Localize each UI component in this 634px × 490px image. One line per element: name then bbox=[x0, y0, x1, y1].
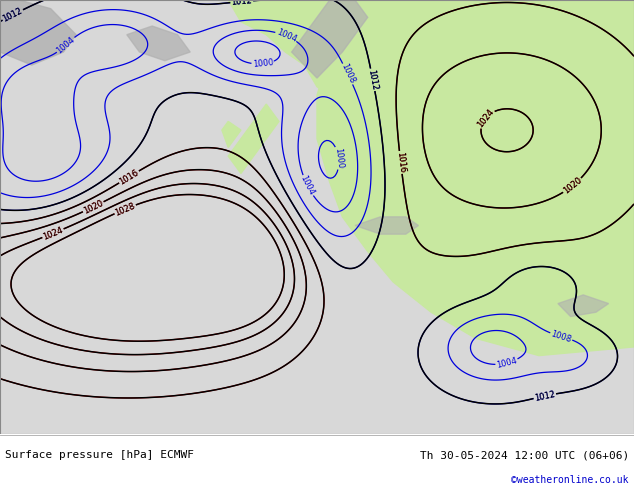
Text: 1024: 1024 bbox=[476, 107, 496, 129]
Polygon shape bbox=[292, 0, 368, 78]
Text: 1012: 1012 bbox=[366, 69, 379, 91]
Polygon shape bbox=[317, 0, 634, 356]
Text: 1016: 1016 bbox=[395, 151, 406, 173]
Text: 1024: 1024 bbox=[476, 107, 496, 129]
Text: 1004: 1004 bbox=[496, 356, 518, 370]
Polygon shape bbox=[355, 217, 418, 234]
Polygon shape bbox=[456, 0, 634, 44]
Polygon shape bbox=[228, 104, 279, 173]
Text: 1012: 1012 bbox=[231, 0, 252, 7]
Text: Th 30-05-2024 12:00 UTC (06+06): Th 30-05-2024 12:00 UTC (06+06) bbox=[420, 450, 629, 460]
Text: 1016: 1016 bbox=[118, 168, 140, 186]
Polygon shape bbox=[127, 26, 190, 61]
Text: 1008: 1008 bbox=[550, 329, 573, 344]
Polygon shape bbox=[558, 295, 609, 317]
Text: 1012: 1012 bbox=[534, 390, 556, 402]
Text: 1000: 1000 bbox=[333, 147, 344, 169]
Text: 1020: 1020 bbox=[82, 198, 105, 216]
Polygon shape bbox=[222, 122, 241, 147]
Text: 1028: 1028 bbox=[113, 201, 136, 218]
Text: 1012: 1012 bbox=[1, 6, 24, 24]
Polygon shape bbox=[228, 0, 634, 325]
Text: 1012: 1012 bbox=[1, 6, 24, 24]
Text: 1004: 1004 bbox=[55, 35, 77, 55]
Text: 1008: 1008 bbox=[339, 62, 356, 85]
Text: 1012: 1012 bbox=[231, 0, 252, 7]
Text: 1004: 1004 bbox=[275, 27, 298, 44]
Text: 1004: 1004 bbox=[299, 174, 316, 197]
Polygon shape bbox=[0, 0, 76, 65]
Text: ©weatheronline.co.uk: ©weatheronline.co.uk bbox=[512, 475, 629, 485]
Text: 1016: 1016 bbox=[118, 168, 140, 186]
Text: 1012: 1012 bbox=[534, 390, 556, 402]
Text: 1020: 1020 bbox=[562, 175, 583, 196]
Text: 1020: 1020 bbox=[82, 198, 105, 216]
Text: 1000: 1000 bbox=[252, 58, 274, 70]
Text: Surface pressure [hPa] ECMWF: Surface pressure [hPa] ECMWF bbox=[5, 450, 194, 460]
Text: 1020: 1020 bbox=[562, 175, 583, 196]
Text: 1016: 1016 bbox=[395, 151, 406, 173]
Text: 1012: 1012 bbox=[366, 69, 379, 91]
Text: 1024: 1024 bbox=[42, 225, 65, 242]
Text: 1028: 1028 bbox=[113, 201, 136, 218]
Text: 1024: 1024 bbox=[42, 225, 65, 242]
